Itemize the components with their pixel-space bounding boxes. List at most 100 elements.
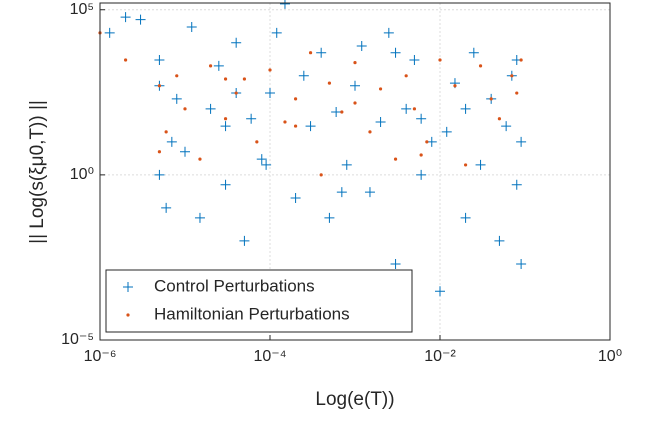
point bbox=[494, 235, 505, 246]
point bbox=[353, 101, 357, 105]
point bbox=[368, 130, 372, 134]
point bbox=[497, 117, 502, 121]
point bbox=[425, 140, 429, 144]
point bbox=[519, 58, 523, 62]
point bbox=[265, 88, 275, 99]
point bbox=[305, 121, 316, 132]
x-tick-label: 10⁻⁶ bbox=[84, 348, 117, 365]
point bbox=[220, 179, 231, 190]
point bbox=[194, 212, 205, 223]
point bbox=[180, 146, 190, 157]
point bbox=[393, 157, 398, 161]
point bbox=[283, 120, 287, 124]
point bbox=[120, 12, 131, 23]
point bbox=[489, 97, 493, 101]
point bbox=[375, 116, 386, 127]
y-tick-label: 10⁻⁵ bbox=[61, 331, 94, 348]
legend-label: Control Perturbations bbox=[154, 276, 315, 295]
point bbox=[183, 107, 187, 111]
point bbox=[336, 187, 347, 198]
point bbox=[234, 91, 238, 95]
point bbox=[220, 121, 231, 132]
point bbox=[331, 107, 342, 118]
point bbox=[353, 61, 357, 65]
point bbox=[268, 68, 272, 72]
point bbox=[378, 87, 383, 91]
point bbox=[154, 55, 165, 66]
point bbox=[460, 212, 471, 223]
point bbox=[223, 77, 228, 81]
point bbox=[341, 159, 352, 170]
legend-box bbox=[105, 269, 413, 333]
point bbox=[319, 173, 323, 177]
point bbox=[516, 259, 527, 270]
legend-marker bbox=[123, 282, 133, 292]
point bbox=[157, 150, 162, 154]
point bbox=[475, 159, 486, 170]
axes-box bbox=[99, 2, 611, 341]
point bbox=[290, 192, 301, 203]
point bbox=[135, 14, 146, 25]
y-tick-label: 10⁵ bbox=[70, 1, 94, 18]
point bbox=[511, 179, 522, 190]
point bbox=[340, 110, 344, 114]
point bbox=[208, 64, 213, 68]
point bbox=[261, 159, 272, 170]
point bbox=[161, 202, 172, 213]
point bbox=[198, 157, 202, 161]
point bbox=[324, 212, 335, 223]
points bbox=[98, 0, 527, 297]
legend: Control Perturbations Hamiltonian Perturb… bbox=[105, 269, 413, 333]
point bbox=[104, 27, 115, 38]
point bbox=[416, 169, 427, 180]
point bbox=[242, 77, 247, 81]
point bbox=[419, 153, 423, 157]
point bbox=[154, 169, 165, 180]
legend-marker bbox=[126, 313, 130, 317]
point bbox=[438, 58, 442, 62]
point bbox=[293, 97, 298, 101]
point bbox=[478, 64, 483, 68]
point bbox=[246, 113, 257, 124]
point bbox=[390, 259, 401, 270]
point bbox=[171, 93, 182, 104]
point bbox=[279, 0, 290, 9]
point bbox=[501, 121, 512, 132]
point bbox=[453, 84, 457, 88]
point bbox=[435, 286, 445, 297]
point bbox=[516, 136, 527, 147]
y-tick-label: 10⁰ bbox=[70, 166, 94, 183]
point bbox=[510, 74, 514, 78]
point bbox=[383, 27, 394, 38]
point bbox=[186, 22, 197, 33]
point bbox=[463, 163, 468, 167]
point bbox=[409, 55, 420, 66]
point bbox=[468, 47, 479, 58]
point bbox=[205, 103, 216, 114]
point bbox=[404, 74, 408, 78]
point bbox=[390, 47, 401, 58]
x-tick-label: 10⁰ bbox=[598, 348, 622, 365]
point bbox=[515, 91, 519, 95]
y-axis-label: || Log(s(ξμ0,T)) || bbox=[27, 100, 48, 244]
point bbox=[356, 40, 367, 51]
x-tick-label: 10⁻² bbox=[424, 348, 456, 365]
point bbox=[364, 187, 375, 198]
point bbox=[350, 80, 360, 91]
point bbox=[256, 154, 267, 165]
point bbox=[123, 58, 128, 62]
point bbox=[441, 126, 452, 137]
point bbox=[213, 60, 224, 71]
point bbox=[175, 74, 179, 78]
point bbox=[416, 113, 427, 124]
point bbox=[164, 130, 168, 134]
point bbox=[293, 124, 298, 128]
point bbox=[271, 27, 282, 38]
point bbox=[255, 140, 259, 144]
point bbox=[239, 235, 250, 246]
point bbox=[316, 47, 327, 58]
point bbox=[412, 107, 417, 111]
point bbox=[157, 84, 162, 88]
